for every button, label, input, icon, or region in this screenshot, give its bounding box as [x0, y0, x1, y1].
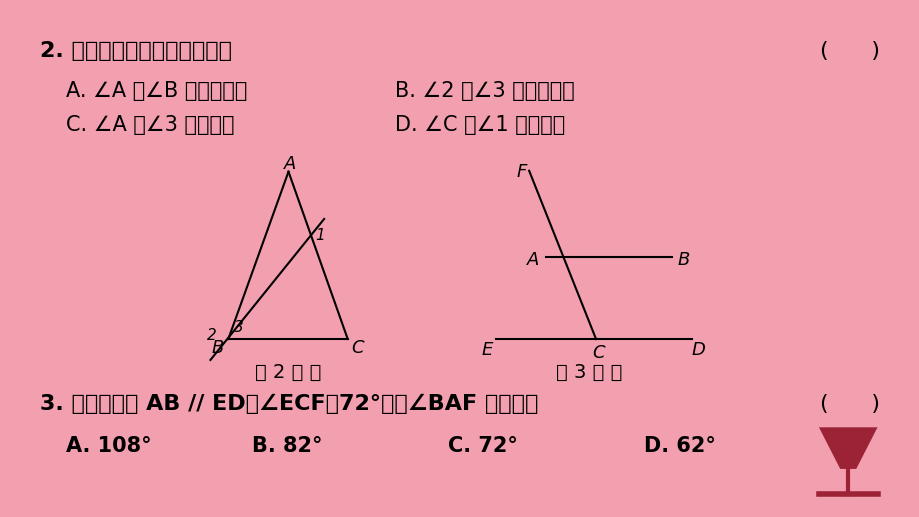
Text: 1: 1 — [314, 227, 324, 242]
Text: B. ∠2 和∠3 是同旁内角: B. ∠2 和∠3 是同旁内角 — [395, 81, 574, 101]
Text: 第 3 题 图: 第 3 题 图 — [555, 362, 622, 382]
Text: F: F — [516, 163, 527, 181]
Text: C. 72°: C. 72° — [448, 436, 517, 457]
Text: 3. 如图，已知 AB // ED，∠ECF＝72°，则∠BAF 的度数为: 3. 如图，已知 AB // ED，∠ECF＝72°，则∠BAF 的度数为 — [40, 394, 538, 414]
Text: (      ): ( ) — [820, 394, 879, 414]
Text: A: A — [283, 155, 296, 173]
Text: B. 82°: B. 82° — [252, 436, 323, 457]
Polygon shape — [820, 428, 875, 468]
Text: B: B — [676, 251, 689, 269]
Text: C: C — [592, 344, 604, 362]
Text: B: B — [210, 339, 223, 357]
Text: A: A — [527, 251, 539, 269]
Text: D. ∠C 和∠1 是内错角: D. ∠C 和∠1 是内错角 — [395, 115, 565, 135]
Text: A. ∠A 和∠B 是同旁内角: A. ∠A 和∠B 是同旁内角 — [66, 81, 247, 101]
Text: E: E — [481, 341, 493, 359]
Text: 3: 3 — [233, 320, 244, 335]
Text: C. ∠A 和∠3 是同位角: C. ∠A 和∠3 是同位角 — [66, 115, 234, 135]
Text: C: C — [351, 339, 364, 357]
Text: 2. 如图，下列说法中错误的是: 2. 如图，下列说法中错误的是 — [40, 41, 232, 62]
Text: A. 108°: A. 108° — [66, 436, 152, 457]
Text: (      ): ( ) — [820, 41, 879, 62]
Text: 第 2 题 图: 第 2 题 图 — [255, 362, 322, 382]
Text: D. 62°: D. 62° — [643, 436, 715, 457]
Text: D: D — [691, 341, 705, 359]
Text: 2: 2 — [207, 328, 217, 343]
